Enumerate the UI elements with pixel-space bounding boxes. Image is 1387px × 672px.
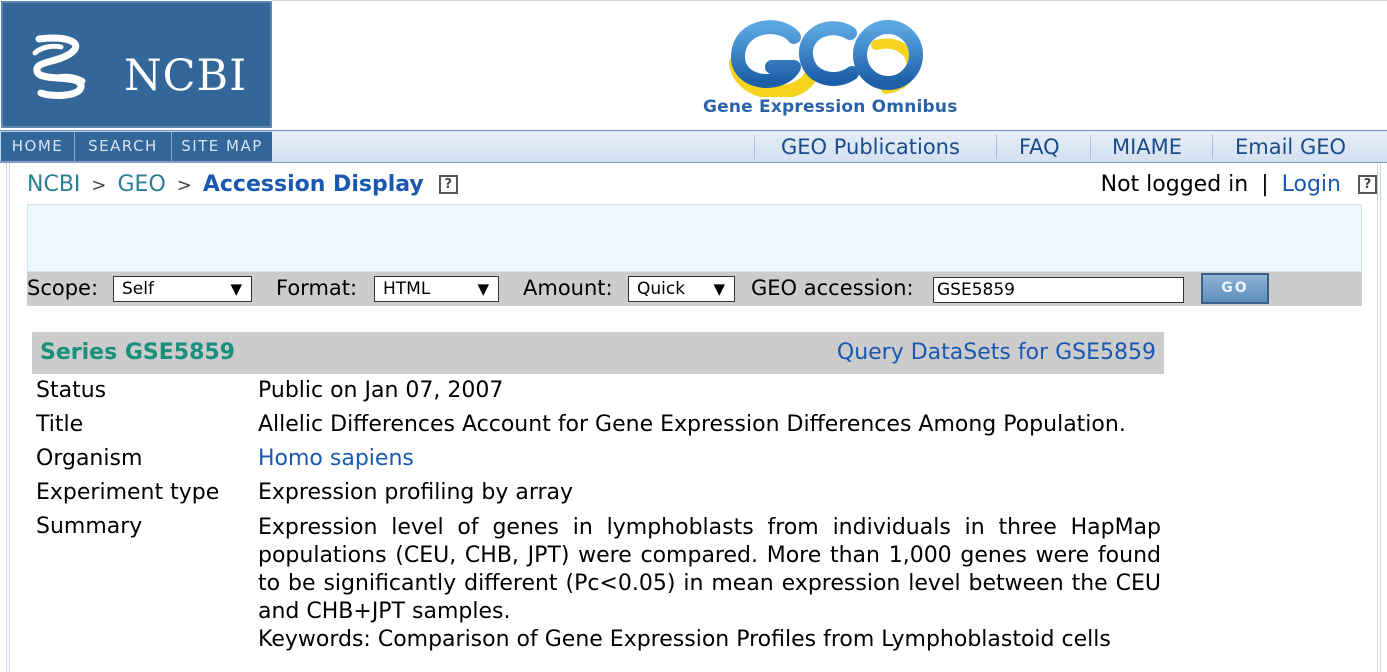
detail-row-summary: Summary Expression level of genes in lym… <box>36 514 1166 664</box>
row-value: Expression profiling by array <box>258 480 574 505</box>
detail-row-organism: Organism Homo sapiens <box>36 446 1166 476</box>
organism-link[interactable]: Homo sapiens <box>258 446 414 471</box>
detail-row-experiment-type: Experiment type Expression profiling by … <box>36 480 1166 510</box>
login-help-icon[interactable]: ? <box>1358 175 1377 194</box>
amount-label: Amount: <box>523 276 613 300</box>
message-box <box>27 204 1362 272</box>
geo-logo-icon[interactable] <box>726 15 926 97</box>
nav-site-map[interactable]: SITE MAP <box>181 137 263 155</box>
login-status: Not logged in <box>1100 172 1249 197</box>
row-value: Allelic Differences Account for Gene Exp… <box>258 412 1126 437</box>
accession-input[interactable]: GSE5859 <box>933 277 1184 303</box>
format-value: HTML <box>383 279 431 299</box>
series-header: Series GSE5859 Query DataSets for GSE585… <box>32 332 1164 374</box>
detail-row-title: Title Allelic Differences Account for Ge… <box>36 412 1166 442</box>
go-button[interactable]: GO <box>1201 273 1269 304</box>
scope-select[interactable]: Self ▼ <box>113 276 252 302</box>
top-navbar: HOME SEARCH SITE MAP GEO Publications FA… <box>0 130 1387 163</box>
amount-select[interactable]: Quick ▼ <box>628 276 735 302</box>
summary-text: Expression level of genes in lymphoblast… <box>258 515 1161 624</box>
frame-border-left <box>6 163 10 672</box>
scope-value: Self <box>122 279 154 299</box>
amount-value: Quick <box>637 279 686 299</box>
content-frame: NCBI > GEO > Accession Display ? Not log… <box>0 163 1387 672</box>
row-label: Organism <box>36 446 143 471</box>
ncbi-helix-icon <box>32 34 86 99</box>
query-datasets-link[interactable]: Query DataSets for GSE5859 <box>836 340 1156 365</box>
nav-divider <box>996 135 997 159</box>
login-link[interactable]: Login <box>1281 172 1341 197</box>
page-header: NCBI Gene Expression Omnibus <box>0 0 1387 130</box>
keywords-text: Keywords: Comparison of Gene Expression … <box>258 627 1111 652</box>
geo-nav: GEO Publications FAQ MIAME Email GEO <box>272 131 1387 162</box>
dropdown-arrow-icon: ▼ <box>230 280 242 298</box>
ncbi-logo[interactable]: NCBI <box>1 1 272 128</box>
query-bar: Scope: Self ▼ Format: HTML ▼ Amount: Qui… <box>27 272 1362 306</box>
row-label: Status <box>36 378 107 403</box>
geo-tagline: Gene Expression Omnibus <box>703 97 958 117</box>
breadcrumb-ncbi[interactable]: NCBI <box>27 172 81 197</box>
row-label: Title <box>36 412 84 437</box>
ncbi-wordmark: NCBI <box>124 51 248 101</box>
summary-block: Expression level of genes in lymphoblast… <box>258 514 1161 654</box>
nav-geo-publications[interactable]: GEO Publications <box>781 135 960 159</box>
nav-divider <box>1090 135 1091 159</box>
format-select[interactable]: HTML ▼ <box>374 276 499 302</box>
frame-border-right <box>1377 163 1381 672</box>
row-label: Experiment type <box>36 480 220 505</box>
help-icon[interactable]: ? <box>438 175 458 194</box>
nav-search[interactable]: SEARCH <box>75 132 172 161</box>
login-divider: | <box>1261 172 1269 197</box>
ncbi-nav: HOME SEARCH SITE MAP <box>1 132 272 161</box>
breadcrumb: NCBI > GEO > Accession Display ? <box>27 172 458 197</box>
login-area: Not logged in | Login ? <box>1101 172 1377 197</box>
row-value: Public on Jan 07, 2007 <box>258 378 504 403</box>
page-title: Accession Display <box>202 172 424 197</box>
nav-faq[interactable]: FAQ <box>1019 135 1060 159</box>
dropdown-arrow-icon: ▼ <box>477 280 489 298</box>
header-banner: Gene Expression Omnibus <box>272 0 1387 130</box>
nav-miame[interactable]: MIAME <box>1112 135 1183 159</box>
format-label: Format: <box>276 276 358 300</box>
nav-divider <box>1212 135 1213 159</box>
row-label: Summary <box>36 514 143 539</box>
breadcrumb-separator: > <box>176 175 192 196</box>
detail-row-status: Status Public on Jan 07, 2007 <box>36 378 1166 408</box>
nav-home[interactable]: HOME <box>1 132 75 161</box>
accession-label: GEO accession: <box>751 276 914 300</box>
scope-label: Scope: <box>27 276 99 300</box>
breadcrumb-separator: > <box>91 175 107 196</box>
dropdown-arrow-icon: ▼ <box>713 280 725 298</box>
series-title: Series GSE5859 <box>40 340 235 365</box>
breadcrumb-geo[interactable]: GEO <box>117 172 166 197</box>
nav-divider <box>754 135 755 159</box>
nav-email-geo[interactable]: Email GEO <box>1235 135 1347 159</box>
